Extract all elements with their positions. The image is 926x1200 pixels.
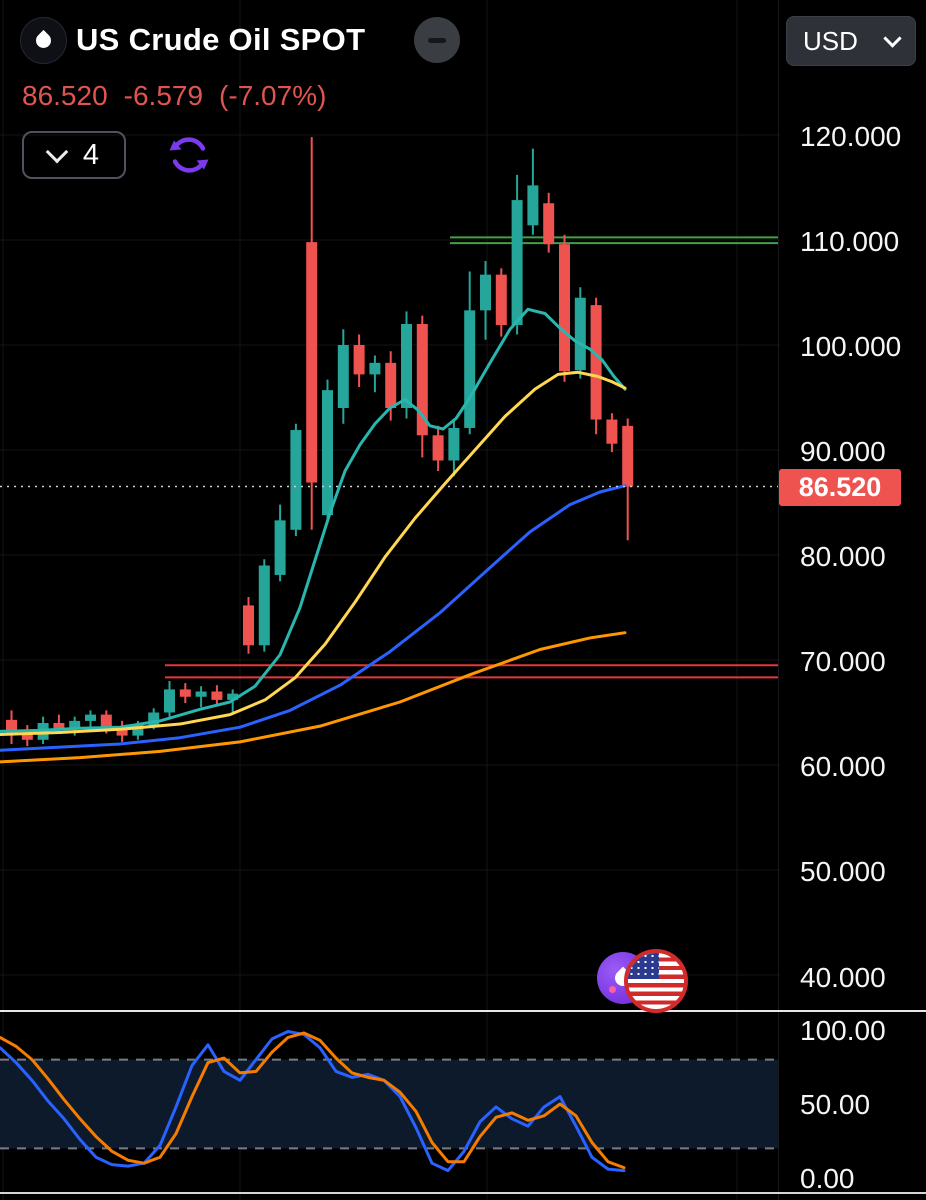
indicator-axis-label: 100.00 xyxy=(800,1015,886,1046)
chevron-down-icon xyxy=(45,140,69,163)
current-price-badge: 86.520 xyxy=(779,469,901,506)
panel-separator xyxy=(0,1010,926,1012)
timeframe-label: 4 xyxy=(82,138,100,171)
price-readout: 86.520 -6.579 (-7.07%) xyxy=(22,80,326,112)
price-axis-label: 100.000 xyxy=(800,331,902,362)
logo-dot xyxy=(609,986,616,993)
bottom-separator xyxy=(0,1192,926,1194)
price-axis-label: 40.000 xyxy=(800,962,886,993)
price-axis-label: 120.000 xyxy=(800,121,902,152)
indicator-axis-label: 0.00 xyxy=(800,1163,855,1194)
price-axis-label: 80.000 xyxy=(800,541,886,572)
price-axis-label: 50.000 xyxy=(800,856,886,887)
currency-label: USD xyxy=(803,25,858,56)
minimize-button[interactable] xyxy=(414,17,460,63)
timeframe-select[interactable]: 4 xyxy=(22,131,126,179)
indicator-axis-label: 50.00 xyxy=(800,1089,871,1120)
currency-select[interactable]: USD xyxy=(786,16,916,66)
minus-icon xyxy=(428,37,446,43)
droplet-glyph xyxy=(32,29,55,52)
chevron-down-icon xyxy=(883,29,902,48)
price-axis-label: 110.000 xyxy=(800,226,900,257)
flag-canton xyxy=(628,953,659,979)
price-chart[interactable] xyxy=(0,0,780,1012)
price-change: -6.579 xyxy=(123,80,204,111)
price-axis-label: 60.000 xyxy=(800,751,886,782)
stochastic-panel[interactable] xyxy=(0,1012,780,1200)
price-axis-label: 70.000 xyxy=(800,646,886,677)
axis-divider xyxy=(778,0,779,1200)
us-flag-icon xyxy=(624,949,688,1013)
oil-drop-icon xyxy=(20,17,67,64)
price-change-pct: (-7.07%) xyxy=(219,80,327,111)
symbol-title: US Crude Oil SPOT xyxy=(76,22,366,57)
price-axis-label: 90.000 xyxy=(800,436,886,467)
refresh-icon[interactable] xyxy=(164,130,214,180)
last-price: 86.520 xyxy=(22,80,108,111)
